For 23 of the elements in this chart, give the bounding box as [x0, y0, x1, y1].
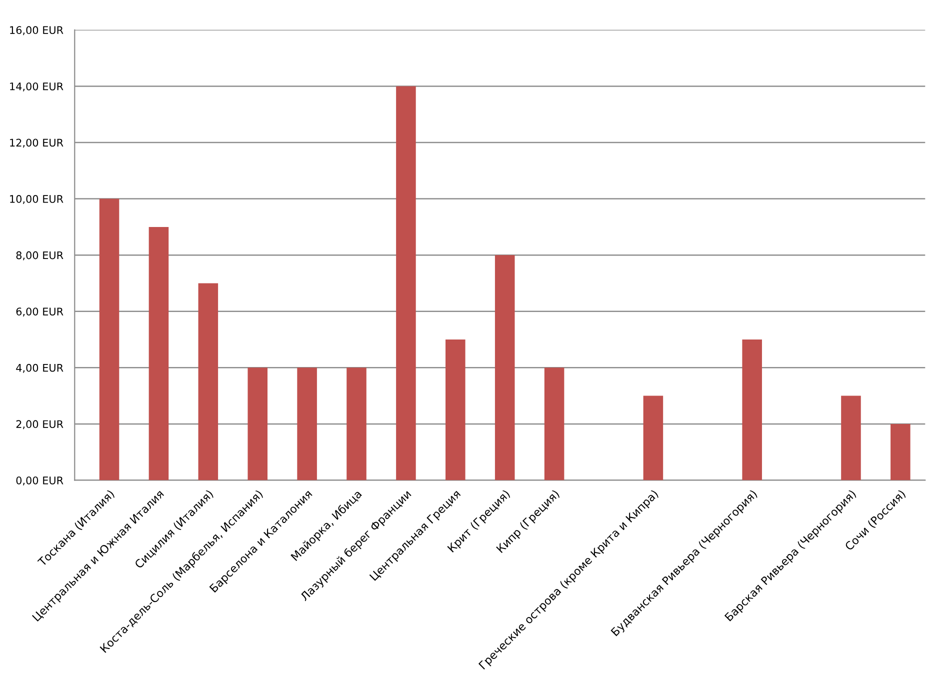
bar: [297, 368, 317, 480]
bar: [248, 368, 268, 480]
y-tick-label: 16,00 EUR: [10, 26, 64, 36]
bar: [198, 283, 218, 480]
bar: [890, 424, 910, 480]
bar: [346, 368, 366, 480]
bar: [446, 340, 466, 480]
y-tick-label: 0,00 EUR: [16, 476, 64, 486]
bar: [494, 255, 515, 480]
bar: [742, 340, 762, 480]
y-tick-label: 14,00 EUR: [10, 82, 64, 92]
y-tick-label: 8,00 EUR: [16, 251, 64, 260]
y-tick-label: 6,00 EUR: [16, 308, 64, 317]
bar: [148, 226, 169, 480]
bar: [99, 198, 120, 480]
bar: [643, 396, 664, 480]
y-tick-label: 4,00 EUR: [16, 364, 64, 373]
y-tick-label: 12,00 EUR: [10, 138, 64, 148]
bar: [544, 368, 564, 480]
y-tick-label: 2,00 EUR: [16, 420, 64, 430]
y-tick-label: 10,00 EUR: [10, 195, 64, 204]
bar: [841, 396, 861, 480]
bar: [396, 86, 416, 480]
